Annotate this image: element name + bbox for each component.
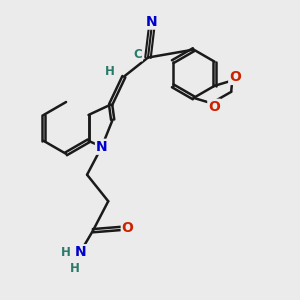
- Text: N: N: [75, 245, 86, 259]
- Text: O: O: [208, 100, 220, 114]
- Text: C: C: [133, 47, 142, 61]
- Text: H: H: [61, 246, 71, 259]
- Text: O: O: [122, 221, 134, 235]
- Text: N: N: [96, 140, 108, 154]
- Text: N: N: [146, 15, 157, 28]
- Text: H: H: [70, 262, 80, 275]
- Text: H: H: [105, 65, 115, 78]
- Text: O: O: [229, 70, 241, 84]
